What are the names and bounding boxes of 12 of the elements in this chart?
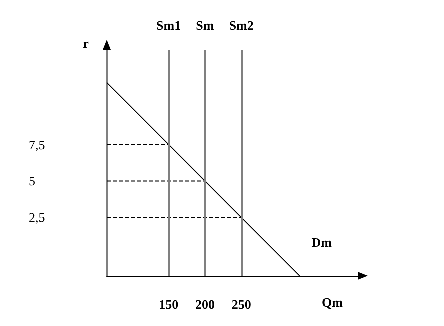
y-axis-title: r <box>83 36 90 51</box>
ref-line-label: Sm2 <box>229 18 254 33</box>
y-tick-label: 2,5 <box>29 210 46 226</box>
ref-line-label: Sm <box>196 18 214 33</box>
x-tick-label: 200 <box>195 297 215 312</box>
x-tick-label: 250 <box>232 297 252 312</box>
ref-line-label: Sm1 <box>156 18 182 33</box>
y-tick-label: 5 <box>29 174 36 189</box>
annotation: Dm <box>312 235 332 250</box>
y-tick-label: 7,5 <box>29 137 46 152</box>
x-axis-title: Qm <box>322 295 344 310</box>
x-tick-label: 150 <box>159 297 179 312</box>
